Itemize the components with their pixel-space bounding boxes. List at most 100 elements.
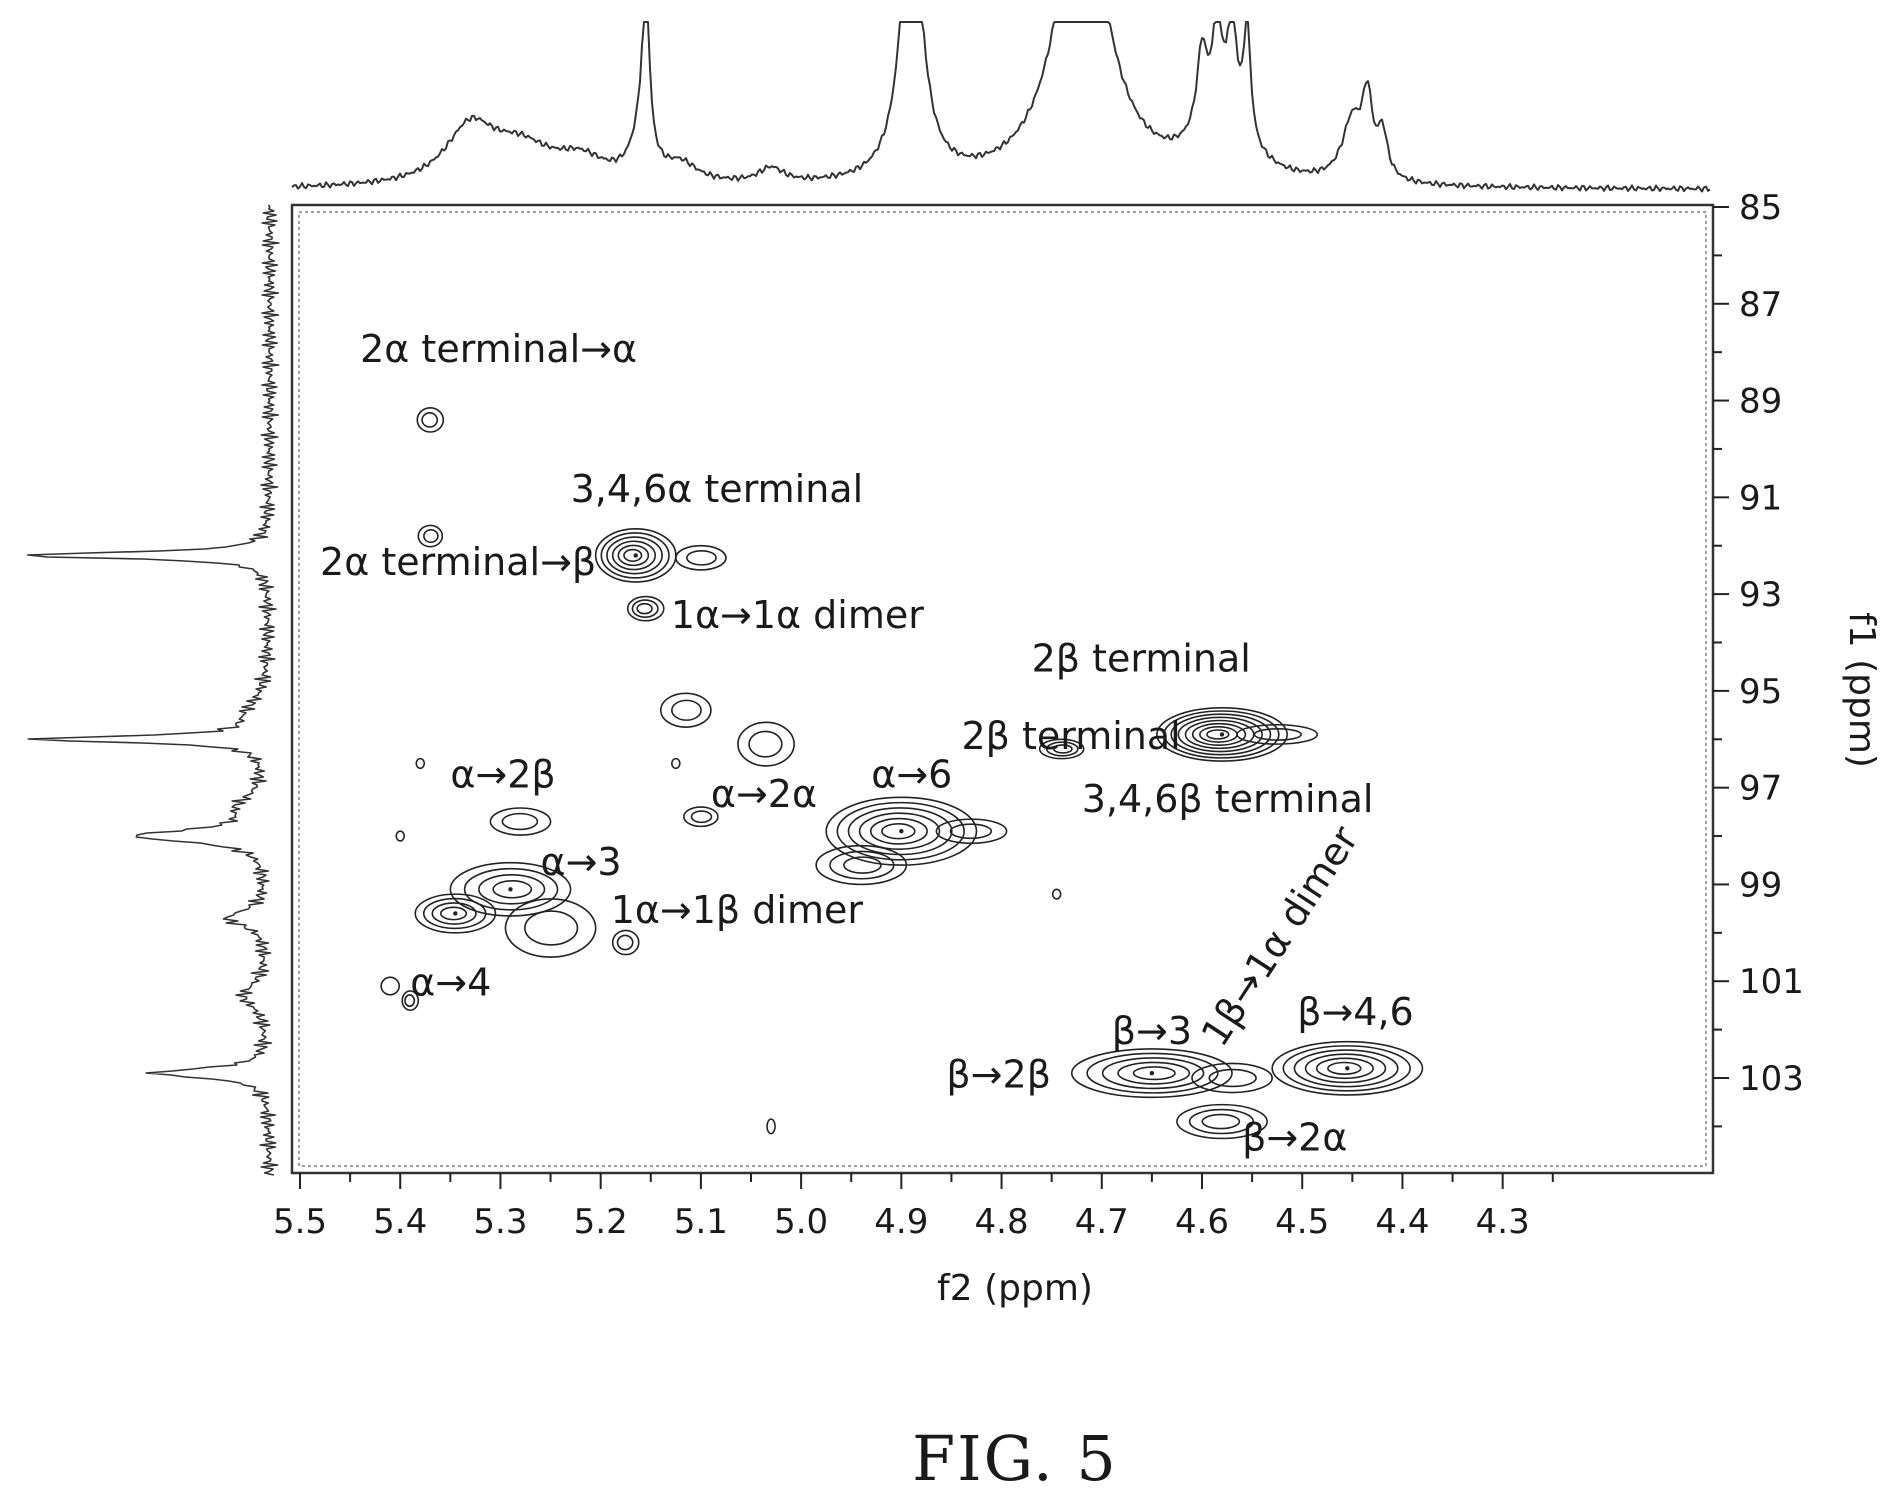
contour-ring xyxy=(1236,723,1319,745)
contour-ring xyxy=(683,806,719,828)
contour-ring xyxy=(675,544,727,571)
contour-ring xyxy=(636,602,653,615)
contour-ring xyxy=(836,801,965,861)
peak-annotation: 2α terminal→α xyxy=(360,327,637,371)
contour-ring xyxy=(748,730,783,758)
peak-annotation: 3,4,6β terminal xyxy=(1082,777,1374,821)
contour-ring xyxy=(422,897,487,930)
peak-annotation: 2β terminal xyxy=(1032,637,1251,681)
x-tick-label: 5.1 xyxy=(674,1202,728,1242)
x-tick-label: 4.6 xyxy=(1175,1202,1229,1242)
peak-annotation: 2β terminal xyxy=(961,714,1180,758)
peak-annotation: 1α→1β dimer xyxy=(611,888,864,932)
y-tick-label: 99 xyxy=(1739,865,1782,905)
contour-ring xyxy=(524,910,579,946)
contour-ring xyxy=(881,823,916,840)
contour-ring xyxy=(690,810,713,824)
contour-ring xyxy=(1327,1061,1362,1075)
contour-ring xyxy=(478,873,546,905)
x-tick-label: 4.5 xyxy=(1275,1202,1329,1242)
contour-ring xyxy=(404,994,416,1008)
contour-ring xyxy=(1156,707,1288,762)
contour-ring xyxy=(815,844,908,886)
contour-ring xyxy=(492,880,533,899)
contour-ring xyxy=(600,532,670,579)
x-tick-label: 5.2 xyxy=(574,1202,628,1242)
contour-ring xyxy=(623,548,643,563)
contour-ring xyxy=(1199,726,1238,743)
y-tick-label: 91 xyxy=(1739,478,1782,518)
contour-ring xyxy=(617,544,650,567)
peak-annotations: 2α terminal→α 3,4,6α terminal 2α terminal→… xyxy=(320,327,1414,1160)
contour-ring xyxy=(1191,1062,1273,1094)
contour-ring xyxy=(1053,744,1073,754)
peak-annotation: β→3 xyxy=(1112,1009,1192,1053)
y-tick-label: 93 xyxy=(1739,575,1782,615)
peak-center xyxy=(453,911,458,916)
contour-ring xyxy=(1206,729,1230,740)
cross-peak-contours xyxy=(380,407,1424,1140)
contour-ring xyxy=(1177,716,1263,753)
figure-caption: FIG. 5 xyxy=(912,1422,1118,1495)
peak-center xyxy=(899,829,904,834)
contour-ring xyxy=(1293,1049,1399,1088)
contour-ring xyxy=(380,976,401,996)
f2-projection-trace xyxy=(291,21,1711,193)
contour-ring xyxy=(858,812,941,851)
contour-ring xyxy=(737,721,795,767)
contour-ring xyxy=(439,906,468,921)
contour-ring xyxy=(401,990,420,1012)
contour-ring xyxy=(1188,1108,1255,1135)
peak-center xyxy=(633,553,638,558)
contour-ring xyxy=(1117,1061,1191,1085)
contour-ring xyxy=(489,807,552,836)
x-tick-label: 4.9 xyxy=(874,1202,928,1242)
x-axis: 5.5 5.4 5.3 5.2 5.1 5.0 4.9 4.8 4.7 4.6 4.5 4.4 4.3 xyxy=(273,1173,1554,1242)
y-tick-label: 97 xyxy=(1739,769,1782,809)
peak-annotation: α→3 xyxy=(541,840,622,884)
contour-ring xyxy=(421,412,439,428)
contour-ring xyxy=(671,757,681,770)
contour-ring xyxy=(829,850,895,880)
peak-center xyxy=(1149,1070,1155,1076)
x-axis-label: f2 (ppm) xyxy=(937,1268,1093,1309)
contour-ring xyxy=(671,699,702,721)
contour-ring xyxy=(611,540,657,571)
plot-frame-inner xyxy=(298,211,1707,1167)
contour-ring xyxy=(414,893,497,934)
peak-annotation: α→6 xyxy=(871,753,952,797)
contour-ring xyxy=(1038,738,1085,760)
contour-ring xyxy=(504,898,597,958)
y-tick-label: 101 xyxy=(1739,962,1804,1002)
contour-ring xyxy=(1304,1053,1387,1084)
contour-ring xyxy=(1051,888,1062,900)
peak-annotation: α→2α xyxy=(711,772,817,816)
contour-ring xyxy=(1315,1057,1374,1080)
contour-ring xyxy=(416,407,445,433)
contour-ring xyxy=(616,934,634,951)
contour-ring xyxy=(1163,710,1280,759)
x-tick-label: 5.3 xyxy=(473,1202,527,1242)
contour-ring xyxy=(1170,713,1272,756)
contour-ring xyxy=(1253,727,1302,741)
y-tick-label: 103 xyxy=(1739,1059,1804,1099)
contour-ring xyxy=(501,812,539,831)
contour-ring xyxy=(1282,1045,1411,1092)
peak-annotation: α→4 xyxy=(410,961,491,1005)
contour-ring xyxy=(686,549,717,566)
contour-ring xyxy=(1208,1068,1257,1088)
contour-ring xyxy=(935,818,1008,845)
contour-ring xyxy=(1045,741,1079,757)
contour-ring xyxy=(431,902,477,925)
contour-ring xyxy=(1070,1048,1233,1099)
contour-ring xyxy=(1086,1052,1219,1094)
contour-ring xyxy=(843,856,882,874)
contour-ring xyxy=(1184,719,1255,750)
contour-ring xyxy=(1132,1066,1176,1081)
contour-ring xyxy=(1191,722,1247,747)
contour-ring xyxy=(659,692,712,728)
contour-ring xyxy=(423,529,439,544)
y-axis: 85 87 89 91 93 95 97 99 101 103 xyxy=(1713,188,1804,1128)
